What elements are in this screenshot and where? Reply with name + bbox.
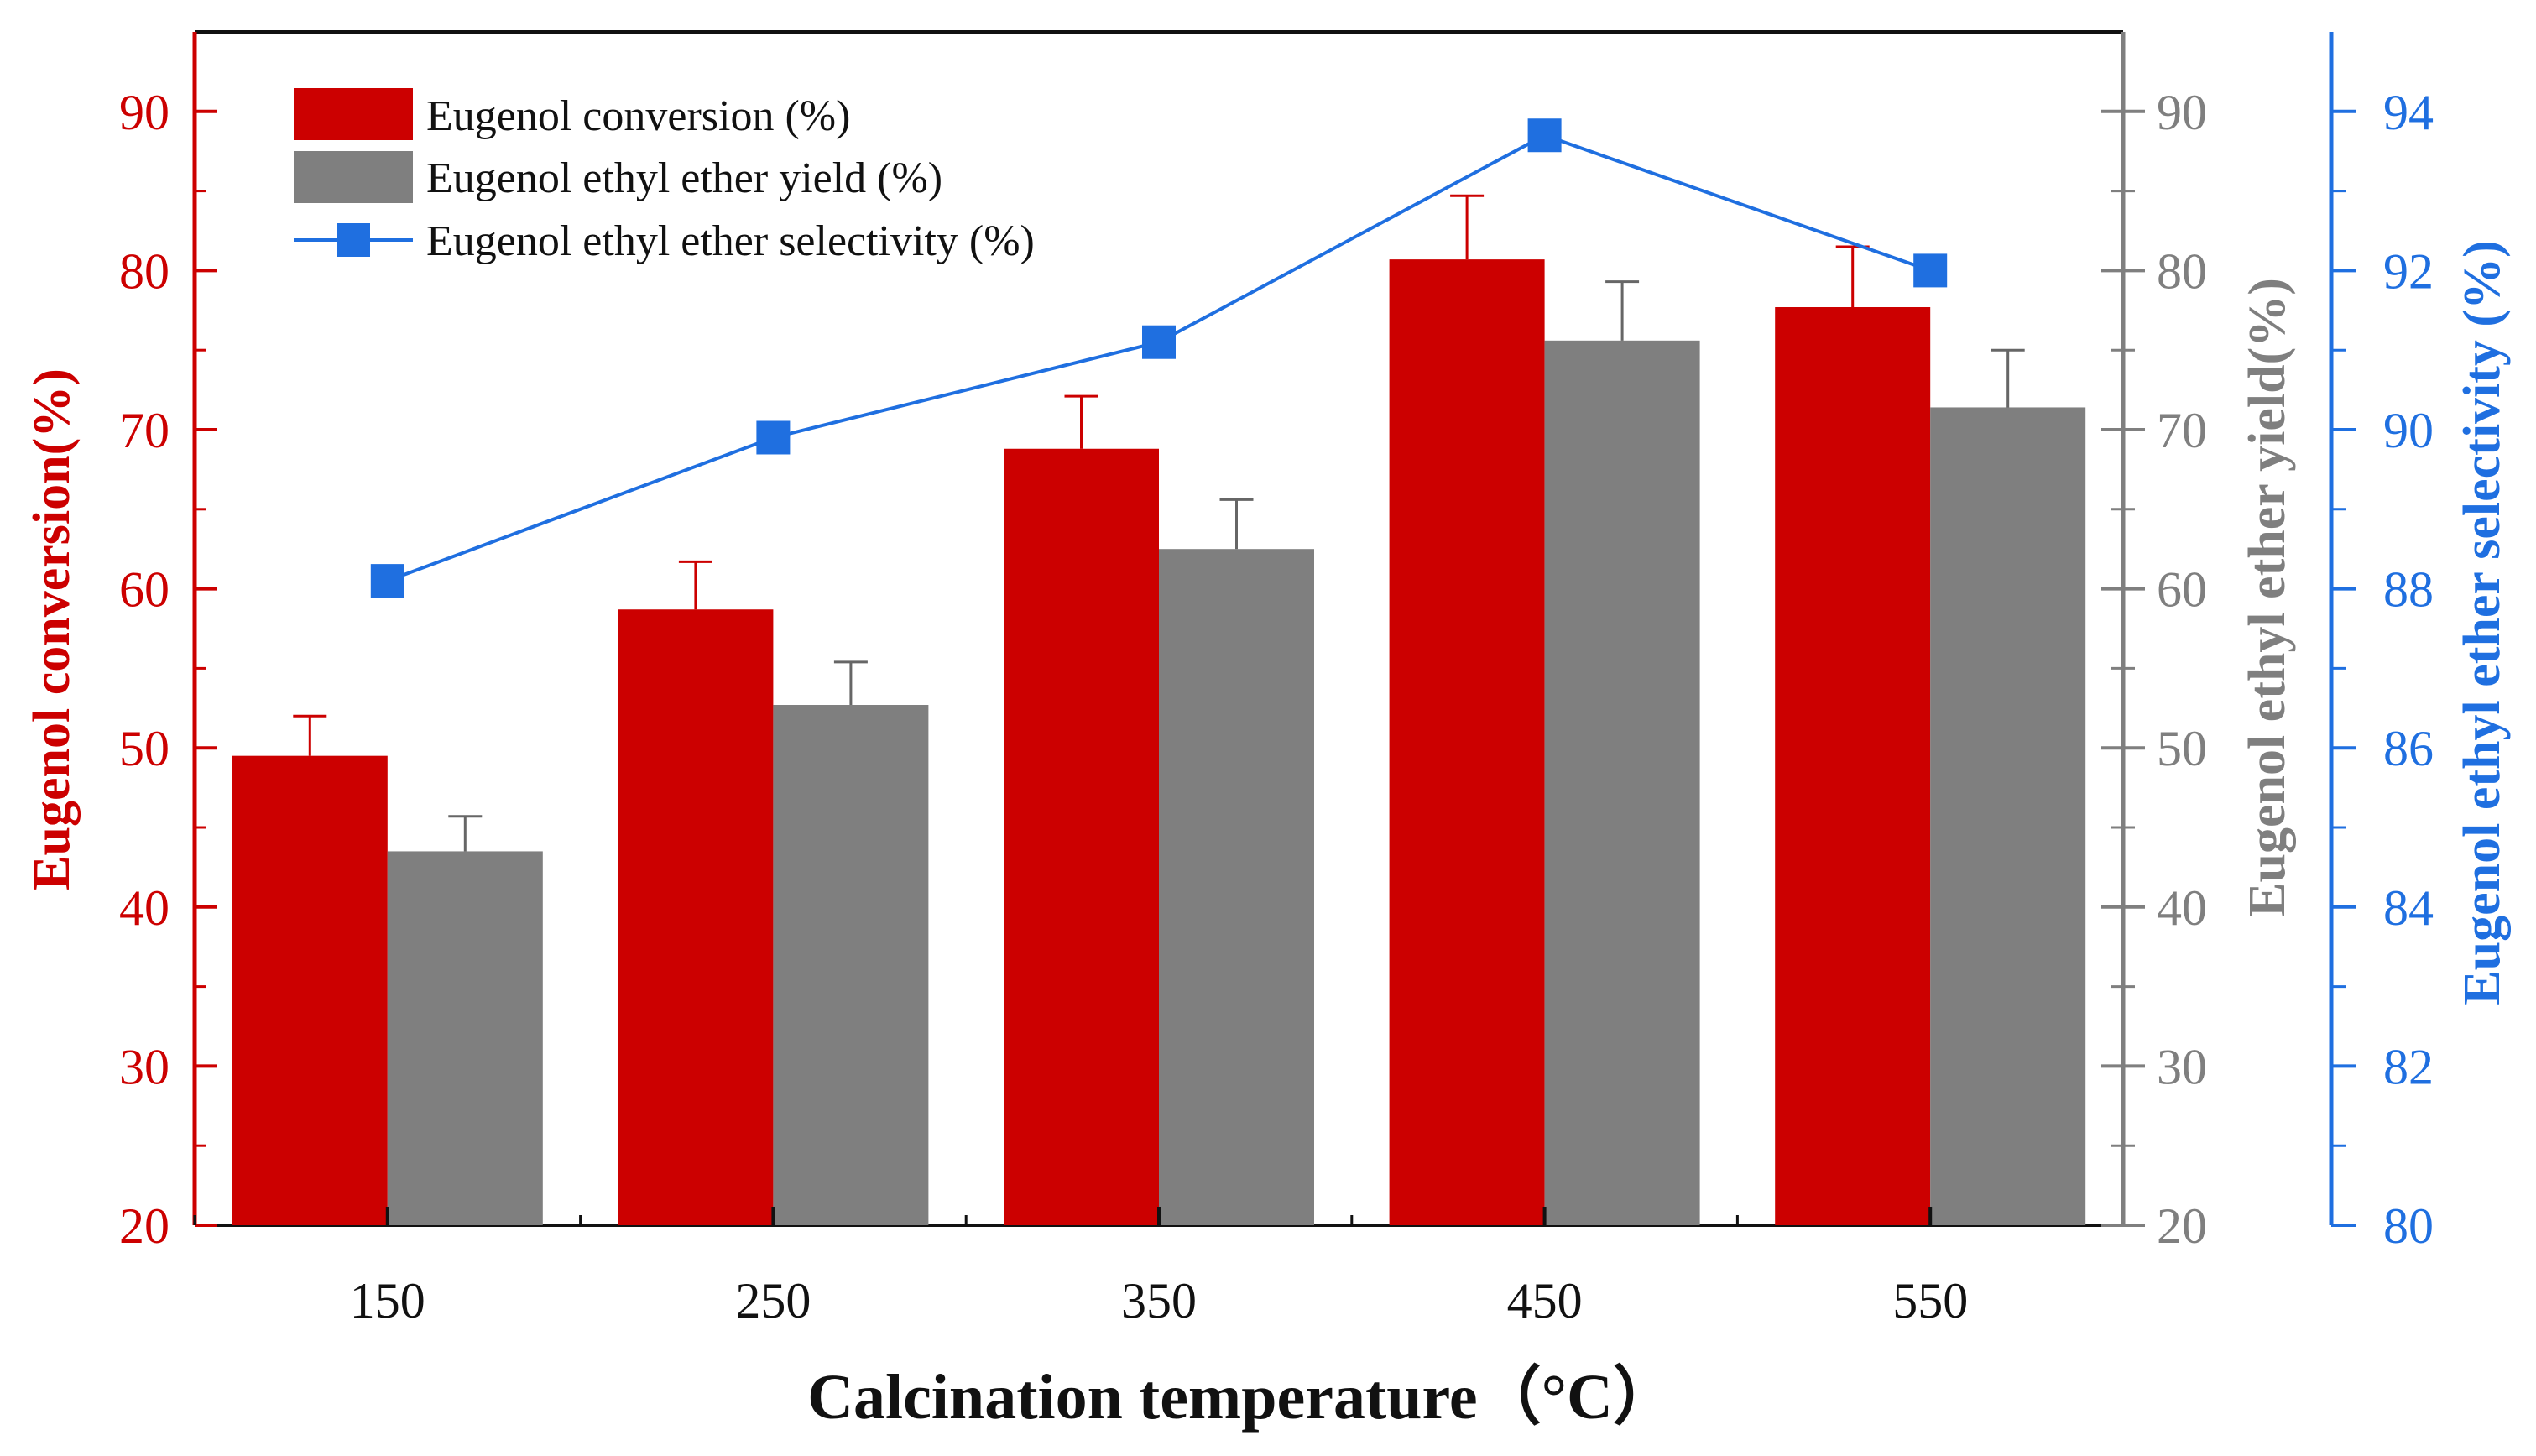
- right-outer-axis-tick-label: 94: [2383, 85, 2434, 140]
- left-axis-tick-label: 30: [119, 1039, 170, 1094]
- axes: 20 30 40 50 60 70 80 90 20 30 40 50 60 70 80 90 80 82 84 86…: [119, 32, 2434, 1328]
- x-axis-title: Calcination temperature（°C）: [807, 1362, 1677, 1433]
- right-outer-axis-title: Eugenol ethyl ether selectivity (%): [2454, 240, 2511, 1005]
- legend-label-conversion: Eugenol conversion (%): [426, 92, 850, 140]
- bars: [232, 259, 2086, 1226]
- left-axis-tick-label: 20: [119, 1198, 170, 1254]
- x-axis-tick-label: 350: [1121, 1273, 1197, 1328]
- right-inner-axis-tick-label: 30: [2157, 1039, 2207, 1094]
- left-axis-tick-label: 80: [119, 243, 170, 299]
- legend-label-yield: Eugenol ethyl ether yield (%): [426, 154, 942, 202]
- selectivity-point: [756, 420, 791, 455]
- bar-conversion: [618, 609, 774, 1225]
- bar-yield: [1159, 549, 1314, 1225]
- right-inner-axis-tick-label: 70: [2157, 403, 2207, 458]
- selectivity-point: [1913, 253, 1948, 288]
- right-inner-axis-tick-label: 40: [2157, 880, 2207, 936]
- left-axis-title: Eugenol conversion(%): [23, 368, 81, 890]
- bar-yield: [1930, 407, 2086, 1225]
- left-axis-tick-label: 40: [119, 880, 170, 936]
- x-axis-tick-label: 550: [1892, 1273, 1968, 1328]
- right-inner-axis-tick-label: 80: [2157, 243, 2207, 299]
- error-bars: [293, 194, 2025, 852]
- right-outer-axis-tick-label: 84: [2383, 880, 2434, 936]
- selectivity-point: [1142, 325, 1176, 359]
- selectivity-point: [370, 564, 404, 598]
- bar-conversion: [1004, 448, 1159, 1225]
- bar-conversion: [1775, 307, 1931, 1225]
- selectivity-line: [370, 118, 1948, 598]
- legend-swatch-conversion: [294, 88, 413, 140]
- x-axis-tick-label: 150: [350, 1273, 425, 1328]
- legend-label-selectivity: Eugenol ethyl ether selectivity (%): [426, 217, 1035, 265]
- legend: Eugenol conversion (%) Eugenol ethyl eth…: [294, 88, 1035, 265]
- x-axis-tick-label: 450: [1507, 1273, 1583, 1328]
- right-inner-axis-tick-label: 20: [2157, 1198, 2207, 1254]
- left-axis-tick-label: 90: [119, 85, 170, 140]
- selectivity-point: [1527, 118, 1562, 153]
- right-outer-axis-tick-label: 80: [2383, 1198, 2434, 1254]
- right-outer-axis-tick-label: 88: [2383, 562, 2434, 618]
- right-inner-axis-title: Eugenol ethyl ether yield(%): [2239, 278, 2296, 917]
- right-inner-axis-tick-label: 50: [2157, 721, 2207, 776]
- right-inner-axis-tick-label: 60: [2157, 562, 2207, 618]
- bar-conversion: [1389, 259, 1545, 1226]
- bar-conversion: [232, 755, 388, 1225]
- bar-yield: [1544, 340, 1700, 1226]
- right-outer-axis-tick-label: 82: [2383, 1039, 2434, 1094]
- legend-swatch-yield: [294, 151, 413, 203]
- right-outer-axis-tick-label: 86: [2383, 721, 2434, 776]
- right-outer-axis-tick-label: 92: [2383, 243, 2434, 299]
- right-inner-axis-tick-label: 90: [2157, 85, 2207, 140]
- right-outer-axis-tick-label: 90: [2383, 403, 2434, 458]
- left-axis-tick-label: 70: [119, 403, 170, 458]
- bar-yield: [387, 851, 543, 1225]
- left-axis-tick-label: 60: [119, 562, 170, 618]
- legend-marker-selectivity: [337, 223, 370, 257]
- bar-yield: [773, 705, 929, 1225]
- x-axis-tick-label: 250: [735, 1273, 811, 1328]
- left-axis-tick-label: 50: [119, 721, 170, 776]
